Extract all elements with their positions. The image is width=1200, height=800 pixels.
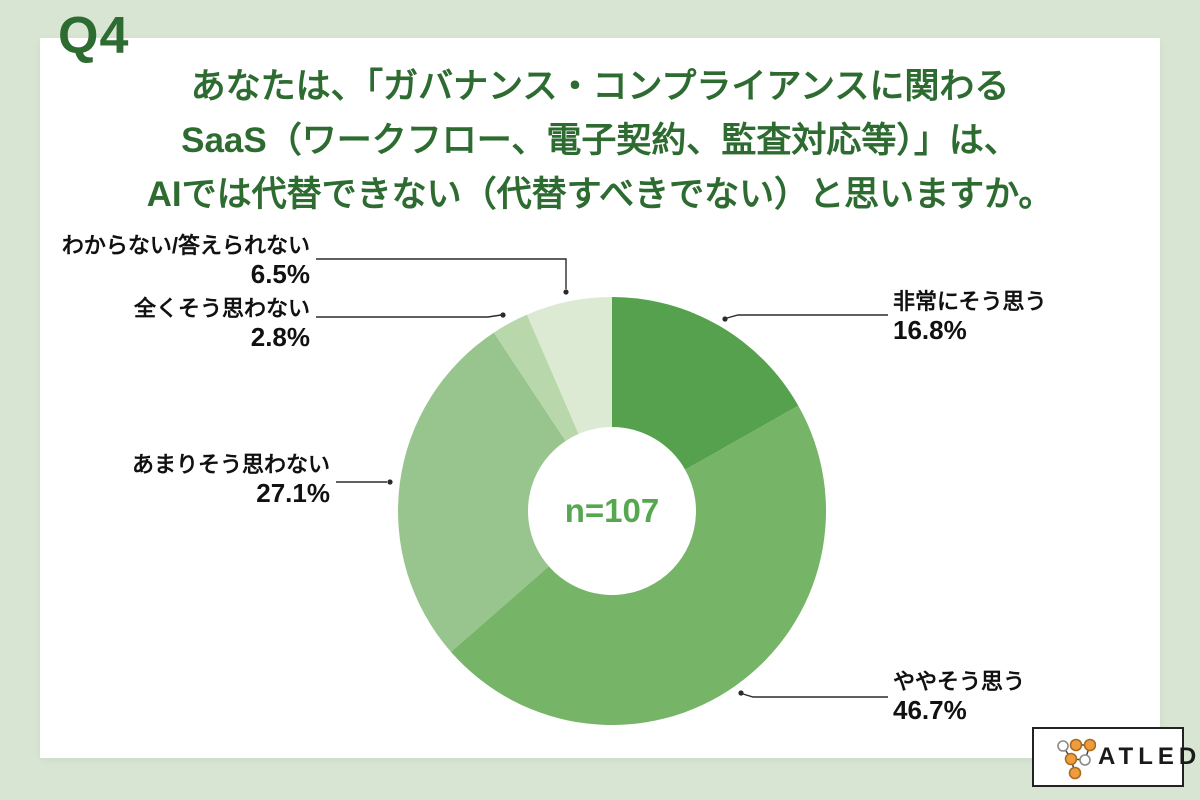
slice-label-hijou: 非常にそう思う 16.8% <box>893 288 1047 345</box>
logo-wordmark: ATLED <box>1098 743 1200 770</box>
title-line-1: あなたは、「ガバナンス・コンプライアンスに関わる <box>190 67 1010 106</box>
slice-label-wakaranai-text: わからない/答えられない <box>61 233 310 258</box>
title-line-2: SaaS（ワークフロー、電子契約、監査対応等）」は、 <box>181 121 1019 160</box>
slice-label-yaya-text: ややそう思う <box>893 669 1026 694</box>
slice-label-wakaranai: わからない/答えられない 6.5% <box>62 232 310 289</box>
slice-label-mattaku-value: 2.8% <box>250 322 310 352</box>
slice-label-hijou-value: 16.8% <box>893 315 967 345</box>
slice-label-yaya-value: 46.7% <box>893 695 967 725</box>
slice-label-amari-text: あまりそう思わない <box>131 452 330 477</box>
slice-label-amari: あまりそう思わない 27.1% <box>132 451 330 508</box>
slice-label-hijou-text: 非常にそう思う <box>893 289 1047 314</box>
question-number: Q4 <box>58 7 130 65</box>
question-title: あなたは、「ガバナンス・コンプライアンスに関わる SaaS（ワークフロー、電子契… <box>0 60 1200 222</box>
logo-network-icon <box>1057 738 1096 780</box>
sample-size-label: n=107 <box>564 492 660 529</box>
slice-label-mattaku-text: 全くそう思わない <box>133 296 310 321</box>
slice-label-mattaku: 全くそう思わない 2.8% <box>134 295 310 352</box>
slice-label-wakaranai-value: 6.5% <box>250 259 310 289</box>
slice-label-yaya: ややそう思う 46.7% <box>893 668 1025 725</box>
atled-logo: ATLED <box>1032 727 1196 787</box>
slice-label-amari-value: 27.1% <box>256 478 330 508</box>
title-line-3: AIでは代替できない（代替すべきでない）と思いますか。 <box>146 175 1054 214</box>
